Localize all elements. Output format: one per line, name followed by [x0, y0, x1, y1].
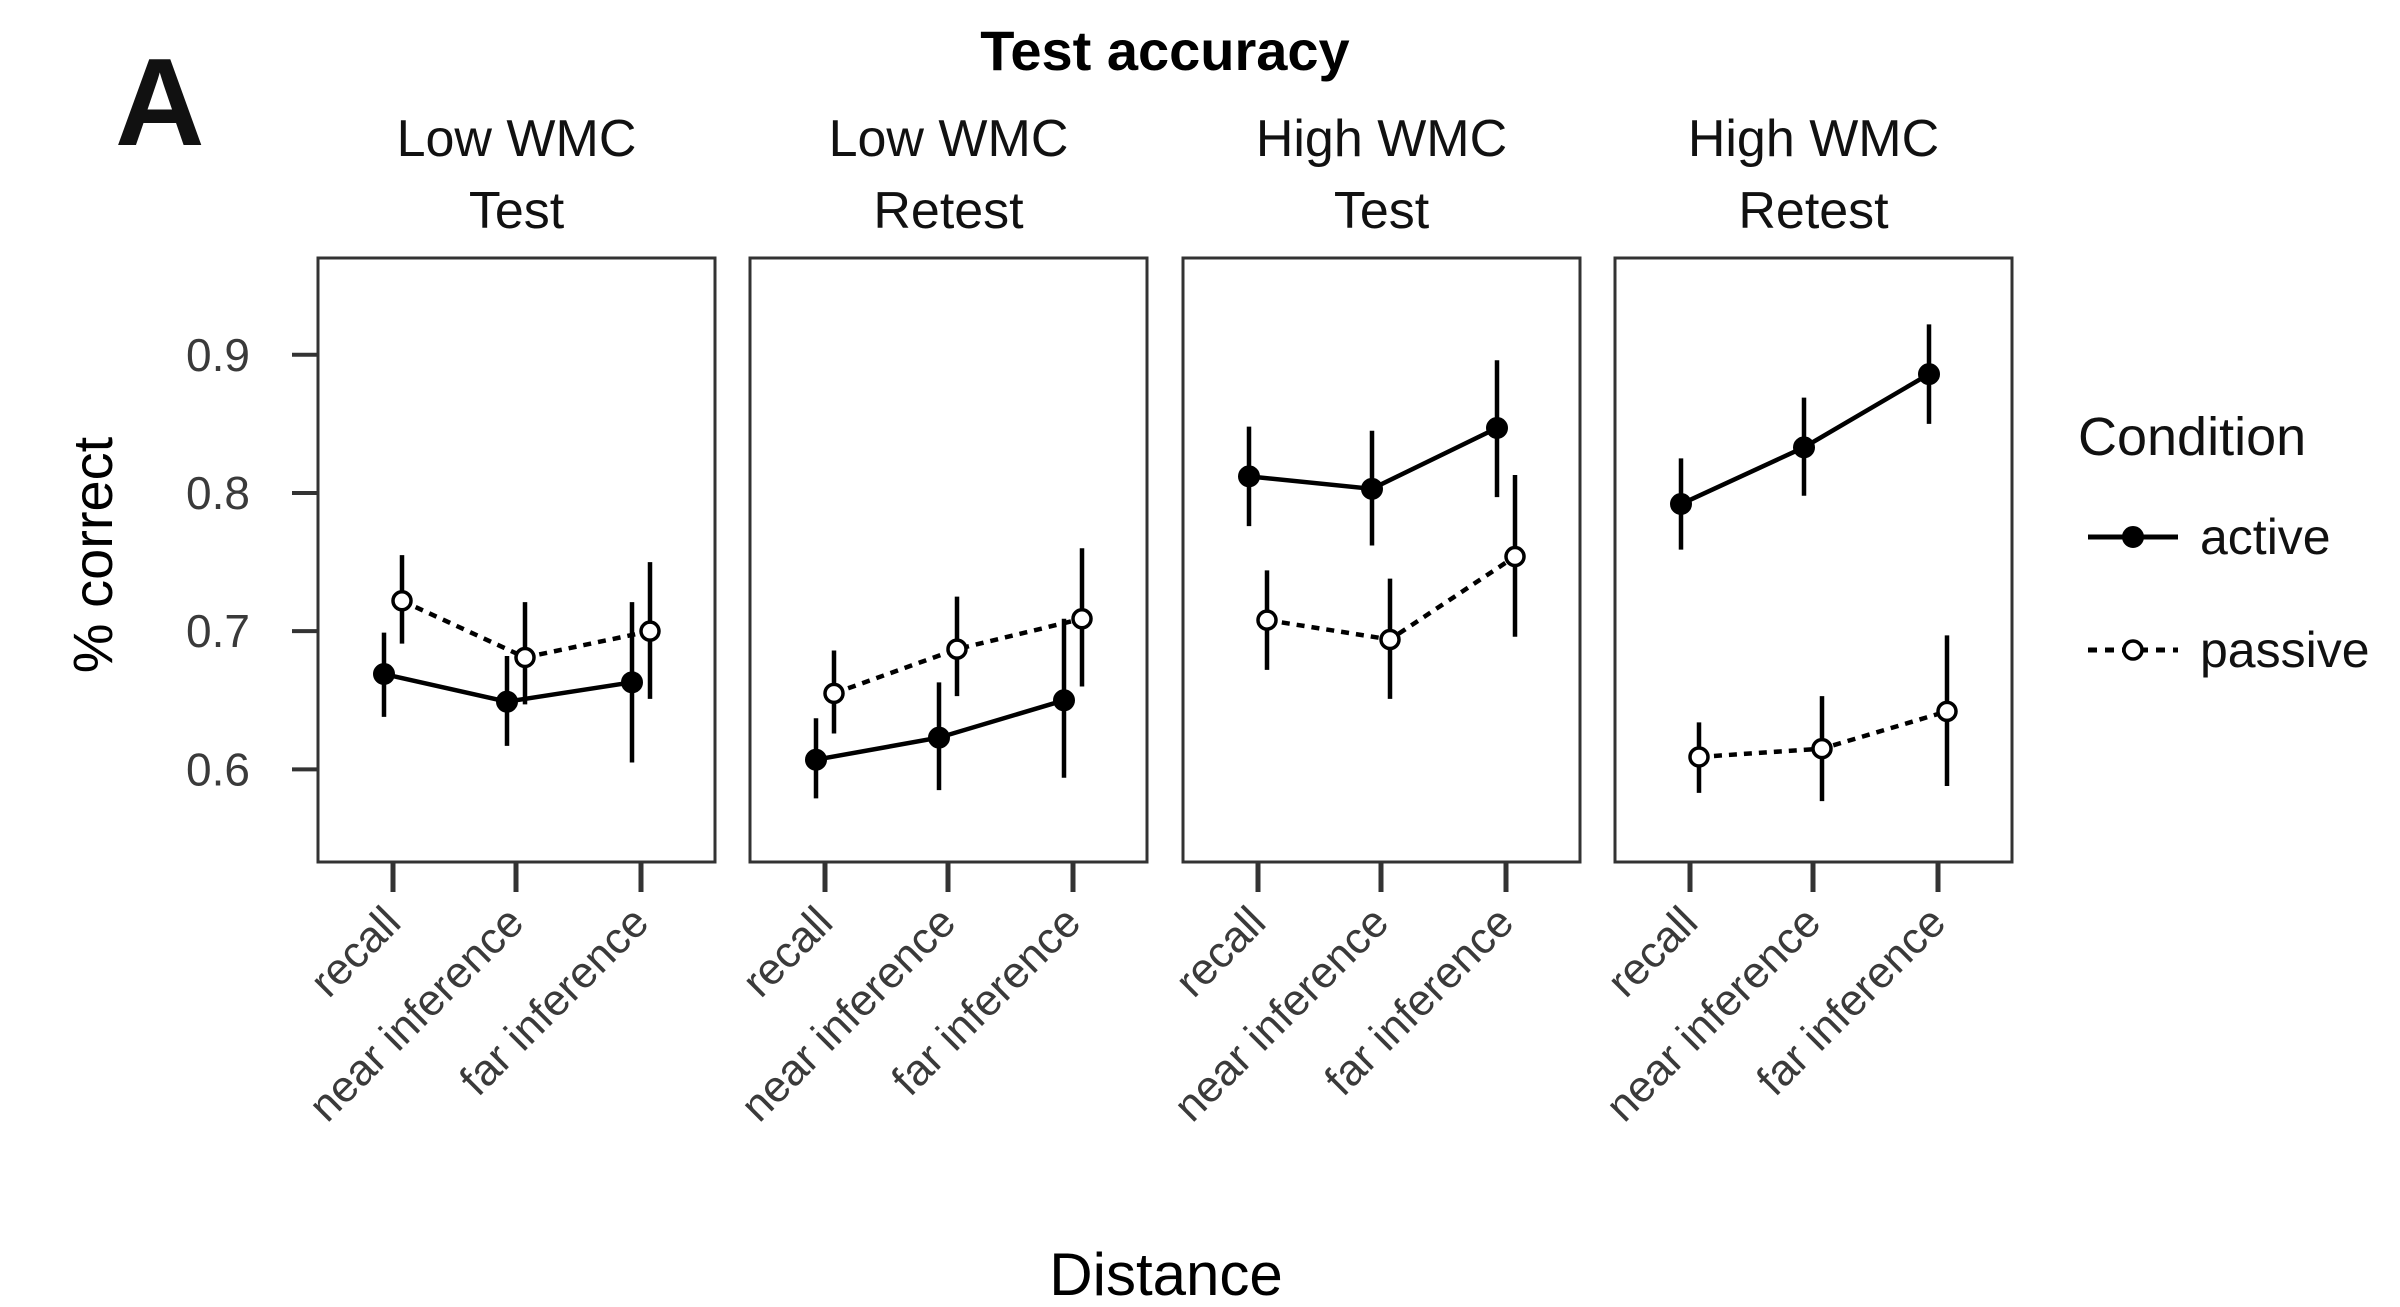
panel-frame — [748, 256, 1149, 864]
x-tick-label: near inference — [300, 897, 534, 1131]
data-point — [1486, 417, 1508, 440]
data-point — [823, 682, 845, 705]
data-point — [514, 646, 536, 669]
x-tick-label: recall — [1598, 897, 1707, 1006]
data-point — [1504, 545, 1526, 568]
data-point — [621, 671, 643, 694]
facet-title: High WMC — [1256, 110, 1507, 168]
facet-subtitle: Test — [1334, 182, 1430, 240]
data-point — [1811, 737, 1833, 760]
series-passive — [823, 548, 1093, 734]
x-tick-label: recall — [1166, 897, 1275, 1006]
data-point — [1256, 609, 1278, 631]
panel-frame — [316, 256, 717, 864]
facet-subtitle: Retest — [1738, 182, 1889, 240]
series-active — [1670, 324, 1940, 550]
y-tick-label: 0.8 — [186, 467, 250, 519]
data-point — [496, 690, 518, 713]
data-point — [1793, 436, 1815, 459]
data-point — [1918, 363, 1940, 386]
series-passive — [1256, 474, 1526, 699]
data-point — [1688, 746, 1710, 768]
legend-marker-active — [2122, 526, 2144, 548]
series-passive — [1688, 635, 1958, 802]
data-point — [1361, 477, 1383, 500]
data-point — [1238, 465, 1260, 488]
data-point — [1936, 700, 1958, 723]
data-point — [1053, 689, 1075, 712]
series-active — [805, 618, 1075, 799]
data-point — [805, 748, 827, 771]
legend-label-passive: passive — [2200, 622, 2370, 678]
y-tick-label: 0.6 — [186, 743, 250, 795]
data-point — [946, 638, 968, 660]
y-tick-label: 0.9 — [186, 329, 250, 381]
panel-letter: A — [115, 34, 205, 172]
facet-subtitle: Retest — [873, 182, 1024, 240]
chart-title: Test accuracy — [980, 19, 1349, 82]
x-tick-label: recall — [733, 897, 842, 1006]
y-axis-label: % correct — [61, 436, 124, 673]
legend-title: Condition — [2078, 407, 2306, 467]
legend-marker-passive — [2122, 639, 2144, 661]
panel-frame — [1613, 256, 2014, 864]
x-tick-label: near inference — [732, 897, 966, 1131]
legend-label-active: active — [2200, 509, 2331, 565]
data-point — [928, 726, 950, 749]
y-axis: 0.6 0.7 0.8 0.9 — [186, 329, 318, 795]
data-point — [1071, 607, 1093, 630]
facet-title: High WMC — [1688, 110, 1939, 168]
data-point — [373, 663, 395, 686]
data-point — [391, 590, 413, 612]
x-tick-label: near inference — [1165, 897, 1399, 1131]
x-tick-label: near inference — [1597, 897, 1831, 1131]
y-tick-label: 0.7 — [186, 605, 250, 657]
series-passive — [391, 555, 661, 705]
data-point — [1670, 493, 1692, 516]
data-point — [1379, 628, 1401, 651]
facet-title: Low WMC — [397, 110, 637, 168]
series-active — [373, 602, 643, 763]
x-axis-label: Distance — [1049, 1241, 1282, 1307]
series-line — [833, 616, 1083, 696]
facet-title: Low WMC — [829, 110, 1069, 168]
facet-subtitle: Test — [469, 182, 565, 240]
series-active — [1238, 360, 1508, 546]
data-point — [639, 620, 661, 642]
legend: Condition active passive — [2078, 407, 2370, 678]
x-tick-label: recall — [301, 897, 410, 1006]
